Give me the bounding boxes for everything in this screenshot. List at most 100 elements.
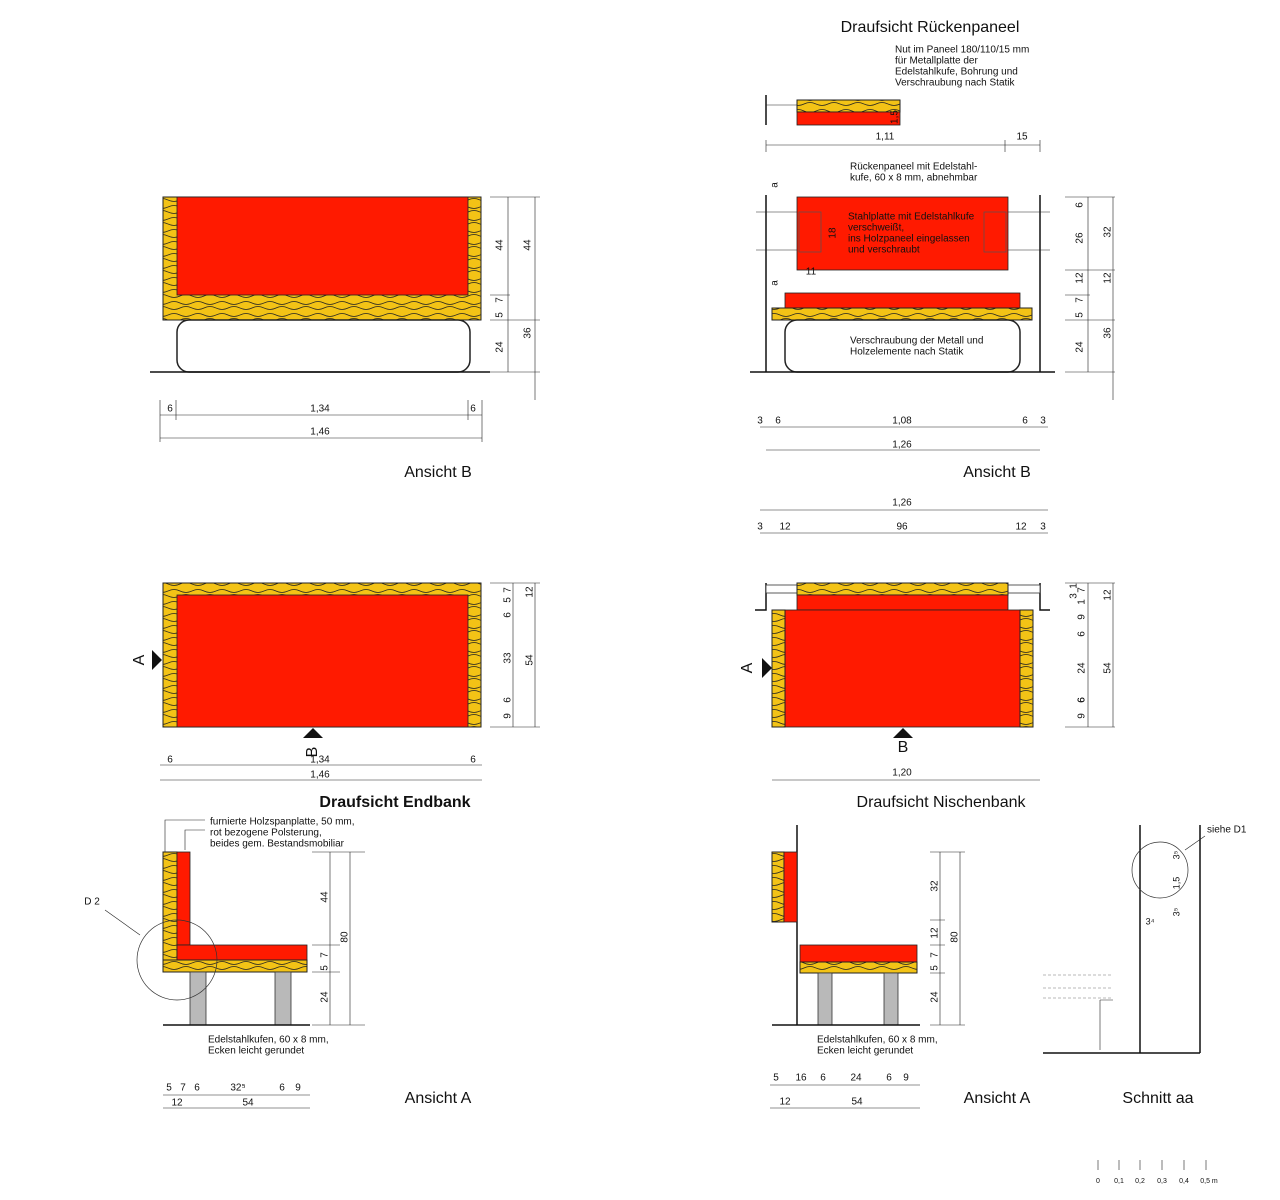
label: 3 bbox=[757, 522, 763, 533]
label: Ansicht A bbox=[964, 1090, 1031, 1107]
label: 7 bbox=[503, 587, 514, 593]
label: 1,5 bbox=[890, 110, 901, 124]
label: 7 bbox=[1077, 587, 1088, 593]
label: 1,34 bbox=[310, 404, 330, 415]
label: 33 bbox=[503, 652, 514, 664]
label: 12 bbox=[779, 522, 791, 533]
label: Ansicht B bbox=[404, 464, 472, 481]
label: Edelstahlkufe, Bohrung und bbox=[895, 67, 1018, 78]
label: 6 bbox=[470, 755, 476, 766]
label: 80 bbox=[950, 931, 961, 943]
label: 1,11 bbox=[876, 132, 895, 143]
label: 3⁵ bbox=[1171, 907, 1181, 916]
niche-bench-view-a bbox=[770, 825, 965, 1109]
label: Ansicht B bbox=[963, 464, 1031, 481]
label: Nut im Paneel 180/110/15 mm bbox=[895, 45, 1029, 56]
label: Schnitt aa bbox=[1122, 1090, 1193, 1107]
label: 26 bbox=[1075, 232, 1086, 244]
label: 44 bbox=[495, 239, 506, 251]
label: A bbox=[131, 654, 148, 665]
label: 5 bbox=[930, 965, 941, 971]
label: Draufsicht Endbank bbox=[319, 794, 470, 811]
label: 12 bbox=[525, 586, 536, 598]
label: 6 bbox=[1075, 202, 1086, 208]
label: 1,26 bbox=[892, 440, 912, 451]
label: Edelstahlkufen, 60 x 8 mm, bbox=[208, 1035, 329, 1046]
label: Ecken leicht gerundet bbox=[208, 1046, 304, 1057]
label: 5 bbox=[503, 597, 514, 603]
label: 7 bbox=[320, 952, 331, 958]
label: 7 bbox=[495, 297, 506, 303]
label: Verschraubung der Metall und bbox=[850, 336, 983, 347]
label: 3 bbox=[1040, 522, 1046, 533]
label: 36 bbox=[1103, 327, 1114, 339]
label: 36 bbox=[523, 327, 534, 339]
label: 24 bbox=[320, 991, 331, 1003]
label: 0,5 m bbox=[1200, 1178, 1218, 1185]
label: 6 bbox=[167, 755, 173, 766]
label: 44 bbox=[320, 891, 331, 903]
back-panel-top bbox=[765, 95, 1041, 152]
label: 12 bbox=[1103, 589, 1114, 601]
label: 6 bbox=[470, 404, 476, 415]
label: Draufsicht Nischenbank bbox=[857, 794, 1027, 811]
label: 1 bbox=[1069, 583, 1080, 589]
label: 44 bbox=[523, 239, 534, 251]
label: 6 bbox=[279, 1083, 285, 1094]
label: B bbox=[898, 739, 909, 756]
label: 32 bbox=[1103, 226, 1114, 238]
niche-bench-view-b bbox=[750, 195, 1115, 451]
label: 7 bbox=[1075, 297, 1086, 303]
label: 12 bbox=[930, 927, 941, 939]
label: 6 bbox=[775, 416, 781, 427]
label: 5 bbox=[1075, 312, 1086, 318]
label: 9 bbox=[903, 1073, 909, 1084]
label: ins Holzpaneel eingelassen bbox=[848, 234, 970, 245]
label: 0,1 bbox=[1114, 1178, 1124, 1185]
label: Rückenpaneel mit Edelstahl- bbox=[850, 162, 977, 173]
end-bench-top bbox=[152, 582, 540, 781]
label: 54 bbox=[851, 1097, 863, 1108]
label: 6 bbox=[1077, 697, 1088, 703]
label: 6 bbox=[194, 1083, 200, 1094]
label: 9 bbox=[503, 713, 514, 719]
label: 12 bbox=[1015, 522, 1027, 533]
label: 6 bbox=[886, 1073, 892, 1084]
label: 1,08 bbox=[892, 416, 912, 427]
label: 0,3 bbox=[1157, 1178, 1167, 1185]
label: 15 bbox=[1016, 132, 1028, 143]
label: 54 bbox=[1103, 662, 1114, 674]
label: 9 bbox=[295, 1083, 301, 1094]
label: 1,46 bbox=[310, 427, 330, 438]
label: 5 bbox=[773, 1073, 779, 1084]
label: D 2 bbox=[84, 897, 100, 908]
label: Verschraubung nach Statik bbox=[895, 78, 1016, 89]
label: 24 bbox=[930, 991, 941, 1003]
niche-bench-top bbox=[755, 509, 1115, 781]
label: siehe D1 bbox=[1207, 825, 1247, 836]
label: a bbox=[770, 280, 781, 286]
label: 16 bbox=[795, 1073, 807, 1084]
scale-bar bbox=[1097, 1160, 1207, 1170]
label: 5 bbox=[320, 965, 331, 971]
label: 6 bbox=[503, 612, 514, 618]
label: 24 bbox=[850, 1073, 862, 1084]
label: und verschraubt bbox=[848, 245, 920, 256]
label: 0,4 bbox=[1179, 1178, 1189, 1185]
label: 5 bbox=[495, 312, 506, 318]
label: 80 bbox=[340, 931, 351, 943]
label: 6 bbox=[167, 404, 173, 415]
end-bench-view-a bbox=[104, 819, 365, 1109]
label: 0 bbox=[1096, 1178, 1100, 1185]
label: 1,5 bbox=[1171, 877, 1181, 890]
label: 7 bbox=[930, 952, 941, 958]
label: 3 bbox=[1040, 416, 1046, 427]
label: a bbox=[770, 182, 781, 188]
label: verschweißt, bbox=[848, 223, 904, 234]
label: 96 bbox=[896, 522, 908, 533]
label: Stahlplatte mit Edelstahlkufe bbox=[848, 212, 975, 223]
label: 18 bbox=[828, 227, 839, 239]
label: 3 bbox=[1069, 593, 1080, 599]
label: 1 bbox=[1077, 599, 1088, 605]
label: rot bezogene Polsterung, bbox=[210, 828, 322, 839]
